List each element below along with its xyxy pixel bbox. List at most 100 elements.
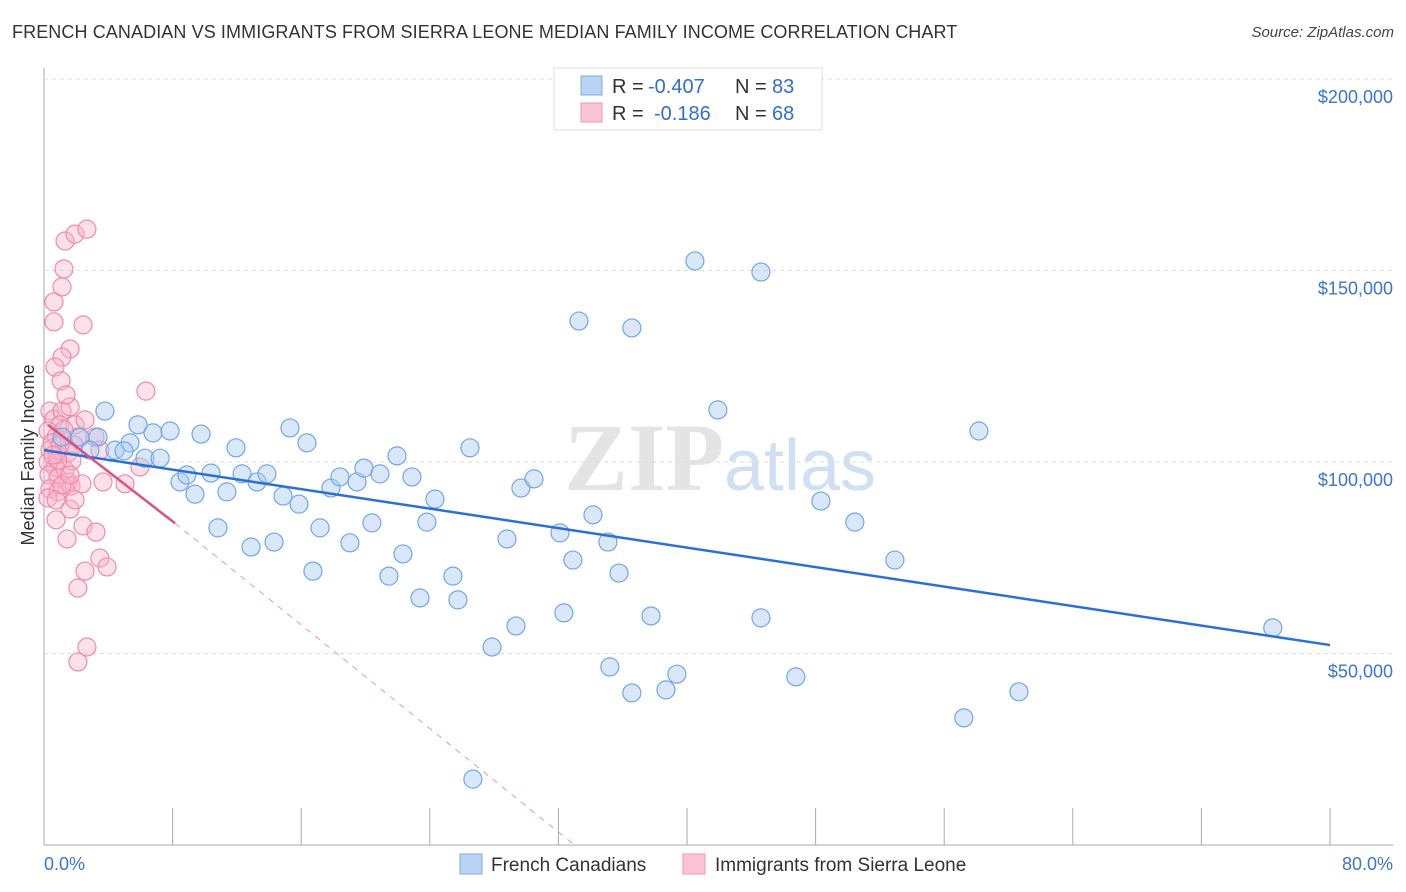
data-point-sierra-leone [51,371,71,391]
data-point-french-canadian [297,433,317,453]
data-point-french-canadian [289,494,309,514]
data-point-french-canadian [667,664,687,684]
legend-swatch-blue [580,75,603,96]
data-point-french-canadian [506,616,526,636]
data-point-french-canadian [463,769,483,789]
data-point-sierra-leone [97,557,117,577]
y-tick-label: $50,000 [1328,662,1393,682]
legend-r-label: R = [612,76,644,98]
data-point-french-canadian [751,608,771,628]
data-point-sierra-leone [60,465,80,485]
data-point-sierra-leone [65,415,85,435]
legend-n-label: N = [735,103,767,125]
y-tick-label: $200,000 [1318,87,1393,107]
x-tick-label-min: 0.0% [44,854,85,874]
legend-r-label: R = [612,103,644,125]
y-axis-label: Median Family Income [18,364,38,545]
data-point-sierra-leone [68,578,88,598]
data-point-french-canadian [264,532,284,552]
data-point-sierra-leone [46,510,66,530]
data-point-french-canadian [482,637,502,657]
data-point-french-canadian [280,418,300,438]
data-point-french-canadian [170,472,190,492]
trend-line-sierra-leone-extension [174,522,575,846]
data-point-sierra-leone [75,561,95,581]
data-point-french-canadian [600,657,620,677]
legend-n-value: 68 [772,103,794,125]
data-point-french-canadian [208,518,228,538]
data-point-sierra-leone [77,219,97,239]
data-point-french-canadian [811,491,831,511]
data-point-french-canadian [226,438,246,458]
data-point-french-canadian [786,667,806,687]
data-point-french-canadian [387,446,407,466]
data-point-sierra-leone [73,315,93,335]
data-point-sierra-leone [65,490,85,510]
data-point-french-canadian [340,533,360,553]
data-point-sierra-leone [50,435,70,455]
y-tick-label: $100,000 [1318,470,1393,490]
data-point-french-canadian [362,513,382,533]
data-point-sierra-leone [60,499,80,519]
trend-line-sierra-leone [47,423,176,525]
data-point-french-canadian [685,251,705,271]
data-point-sierra-leone [62,451,82,471]
data-point-french-canadian [751,262,771,282]
data-point-sierra-leone [52,475,72,495]
data-point-sierra-leone [136,381,156,401]
data-point-french-canadian [379,566,399,586]
data-point-french-canadian [330,467,350,487]
data-point-french-canadian [177,465,197,485]
y-tick-label: $150,000 [1318,279,1393,299]
data-point-french-canadian [185,484,205,504]
stats-legend: R = -0.407 N = 83 R = -0.186 N = 68 [553,67,823,131]
data-point-french-canadian [609,563,629,583]
trend-line-french-canadians [43,448,1331,647]
data-point-french-canadian [150,448,170,468]
data-point-french-canadian [370,464,390,484]
x-tick-label-max: 80.0% [1342,854,1393,874]
data-point-french-canadian [460,438,480,458]
data-point-french-canadian [114,441,134,461]
data-point-french-canadian [310,518,330,538]
data-point-sierra-leone [68,652,88,672]
data-point-french-canadian [708,400,728,420]
watermark: ZIPatlas [564,404,876,511]
data-point-french-canadian [417,512,437,532]
data-point-french-canadian [410,588,430,608]
chart-title: FRENCH CANADIAN VS IMMIGRANTS FROM SIERR… [12,22,958,42]
data-point-french-canadian [954,708,974,728]
data-point-french-canadian [241,537,261,557]
data-point-french-canadian [554,603,574,623]
data-point-french-canadian [622,683,642,703]
data-point-sierra-leone [38,488,58,508]
data-point-sierra-leone [55,231,75,251]
data-point-french-canadian [273,486,293,506]
data-point-french-canadian [583,505,603,525]
data-point-french-canadian [448,590,468,610]
data-point-french-canadian [135,448,155,468]
legend-swatch-pink [580,102,603,123]
data-point-french-canadian [569,311,589,331]
data-point-french-canadian [443,566,463,586]
data-point-sierra-leone [86,522,106,542]
data-point-french-canadian [201,463,221,483]
data-point-sierra-leone [60,339,80,359]
data-point-french-canadian [656,680,676,700]
data-point-sierra-leone [54,259,74,279]
data-point-french-canadian [402,467,422,487]
legend-label-french-canadians: French Canadians [491,855,646,876]
data-point-french-canadian [622,318,642,338]
data-point-sierra-leone [57,529,77,549]
legend-label-sierra-leone: Immigrants from Sierra Leone [715,855,966,876]
data-point-french-canadian [257,464,277,484]
data-point-sierra-leone [93,472,113,492]
legend-r-value: -0.407 [648,76,705,98]
legend-n-value: 83 [772,76,794,98]
data-point-french-canadian [885,550,905,570]
data-point-french-canadian [303,561,323,581]
data-point-french-canadian [524,469,544,489]
data-point-sierra-leone [65,224,85,244]
